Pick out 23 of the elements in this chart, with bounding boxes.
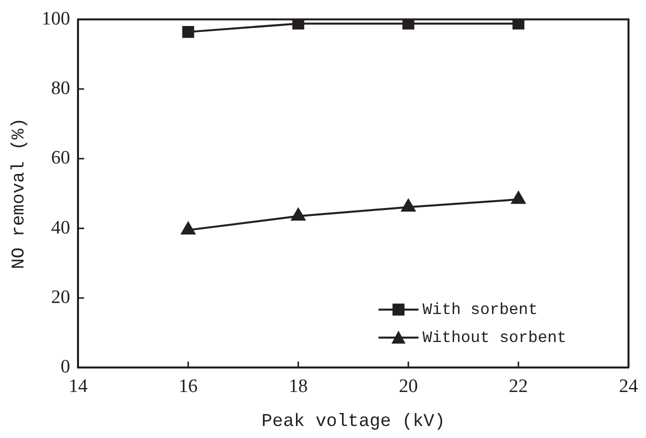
y-tick-label: 60 [51, 148, 70, 169]
legend-label: Without sorbent [422, 328, 567, 347]
y-tick-label: 80 [51, 78, 70, 100]
legend-label: With sorbent [422, 300, 538, 319]
point [402, 19, 414, 30]
point [511, 191, 526, 204]
y-tick-label: 0 [60, 356, 70, 378]
point [512, 19, 524, 30]
x-tick-label: 22 [508, 376, 528, 397]
point [181, 222, 196, 235]
y-tick-label: 100 [42, 8, 70, 30]
point [401, 199, 416, 212]
x-tick-label: 14 [68, 376, 88, 397]
x-tick-label: 16 [178, 376, 198, 397]
y-axis-title: NO removal (%) [10, 118, 30, 270]
x-axis-title: Peak voltage (kV) [261, 412, 446, 432]
x-tick-label: 20 [398, 376, 418, 397]
point [182, 26, 194, 38]
point [291, 208, 306, 221]
x-tick-label: 18 [288, 376, 308, 397]
y-tick-label: 20 [51, 286, 70, 308]
y-tick-label: 40 [51, 217, 70, 238]
x-tick-label: 24 [619, 376, 638, 397]
